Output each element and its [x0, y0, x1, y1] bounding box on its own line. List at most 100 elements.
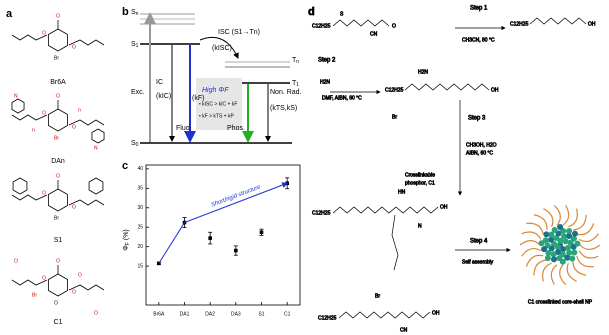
- chain: [68, 284, 105, 291]
- panel-b: b Sn S1 S0 Tn T1 Exc. IC (kIC) Fluo. (kF…: [122, 6, 302, 148]
- x-tick-label: C1: [284, 311, 291, 317]
- atom: O: [94, 310, 98, 316]
- atom: N: [418, 223, 422, 229]
- panel-label: b: [122, 6, 129, 18]
- shell-chain: [553, 204, 561, 226]
- shell-chain: [578, 250, 599, 259]
- atom: OH: [588, 21, 596, 27]
- molecule-name: C1: [54, 319, 63, 326]
- nanoparticle: [519, 204, 601, 286]
- panel-label: c: [122, 160, 128, 172]
- atom: Br: [54, 135, 59, 141]
- shell-chain: [521, 231, 542, 240]
- ring: [12, 177, 28, 195]
- y-tick-label: 20: [137, 244, 143, 250]
- shell-chain: [521, 247, 542, 257]
- condition: CH3CN, 80 °C: [462, 37, 495, 43]
- point: [157, 261, 161, 266]
- core-bead: [564, 254, 571, 261]
- core-bead: [566, 227, 573, 234]
- atom: O: [72, 124, 76, 130]
- box: [196, 78, 242, 130]
- core-bead: [551, 227, 558, 234]
- atom: OH: [432, 310, 440, 316]
- shell-chain: [576, 223, 595, 236]
- y-tick-label: 40: [137, 166, 143, 172]
- chain: [68, 199, 105, 206]
- atom: O: [392, 23, 396, 29]
- atom: Br: [375, 293, 380, 299]
- atom: O: [56, 258, 60, 264]
- label: (kTS,kS): [270, 105, 297, 112]
- atom: O: [56, 93, 60, 99]
- ring: [48, 28, 68, 52]
- atom: N: [14, 93, 18, 99]
- core-bead: [543, 231, 550, 238]
- atom: Br: [54, 215, 59, 221]
- shell-chain: [559, 264, 567, 286]
- core-bead: [553, 234, 560, 241]
- bond: [332, 206, 439, 214]
- core-bead: [566, 233, 573, 240]
- atom: O: [42, 30, 46, 36]
- shell-chain: [542, 262, 552, 282]
- core-bead: [574, 240, 581, 247]
- shell-chain: [519, 239, 541, 246]
- atom: n: [32, 127, 35, 133]
- atom: Br: [392, 114, 397, 120]
- core-bead: [566, 249, 573, 256]
- condition: Self assembly: [462, 259, 494, 265]
- shell-chain: [525, 254, 544, 267]
- step: Step 3: [468, 116, 486, 122]
- bond: [332, 19, 390, 27]
- x-tick-label: Br6A: [153, 311, 165, 317]
- bond: [404, 83, 490, 91]
- label: • kF > kTS + kP: [199, 113, 234, 119]
- core-bead: [567, 239, 574, 246]
- annotation-arrow: [158, 182, 289, 264]
- shell-chain: [543, 208, 554, 228]
- core-bead: [555, 230, 562, 237]
- core-bead: [550, 251, 557, 258]
- core-bead: [538, 240, 545, 247]
- core-bead: [547, 236, 554, 243]
- point: [234, 248, 238, 253]
- formula: C12H25: [318, 315, 337, 321]
- y-tick-label: 25: [137, 225, 143, 231]
- atom: OH: [440, 204, 448, 210]
- x-tick-label: S1: [258, 311, 264, 317]
- atom: Br: [54, 55, 59, 61]
- label: Crosslinkable: [405, 172, 435, 178]
- atom: N: [94, 145, 98, 151]
- core-bead: [541, 246, 548, 253]
- y-tick-label: 15: [137, 263, 143, 269]
- molecule-name: DAn: [51, 158, 65, 165]
- x-tick-label: DA2: [205, 311, 215, 317]
- shell-chain: [566, 262, 577, 282]
- formula: C12H25: [385, 87, 404, 93]
- formula: C12H25: [510, 21, 529, 27]
- shell-chain: [568, 208, 578, 228]
- ring: [91, 128, 105, 144]
- atom: O: [56, 13, 60, 19]
- panel-label: d: [308, 6, 315, 18]
- core-bead: [550, 256, 557, 263]
- label: Phos.: [227, 125, 245, 132]
- ring: [48, 108, 68, 132]
- label: (kF): [192, 95, 204, 102]
- core-bead: [559, 258, 566, 265]
- atom: O: [54, 300, 58, 306]
- state: Tn: [292, 57, 299, 65]
- plot-frame: [145, 164, 301, 306]
- core-bead: [571, 230, 578, 237]
- atom: CN: [370, 31, 378, 37]
- ring: [48, 188, 68, 212]
- y-tick-label: 30: [137, 205, 143, 211]
- atom: O: [42, 190, 46, 196]
- shell-chain: [579, 244, 601, 251]
- shell-chain: [533, 214, 548, 230]
- atom: H2N: [320, 79, 330, 85]
- point: [208, 236, 212, 240]
- step: Step 2: [318, 58, 336, 64]
